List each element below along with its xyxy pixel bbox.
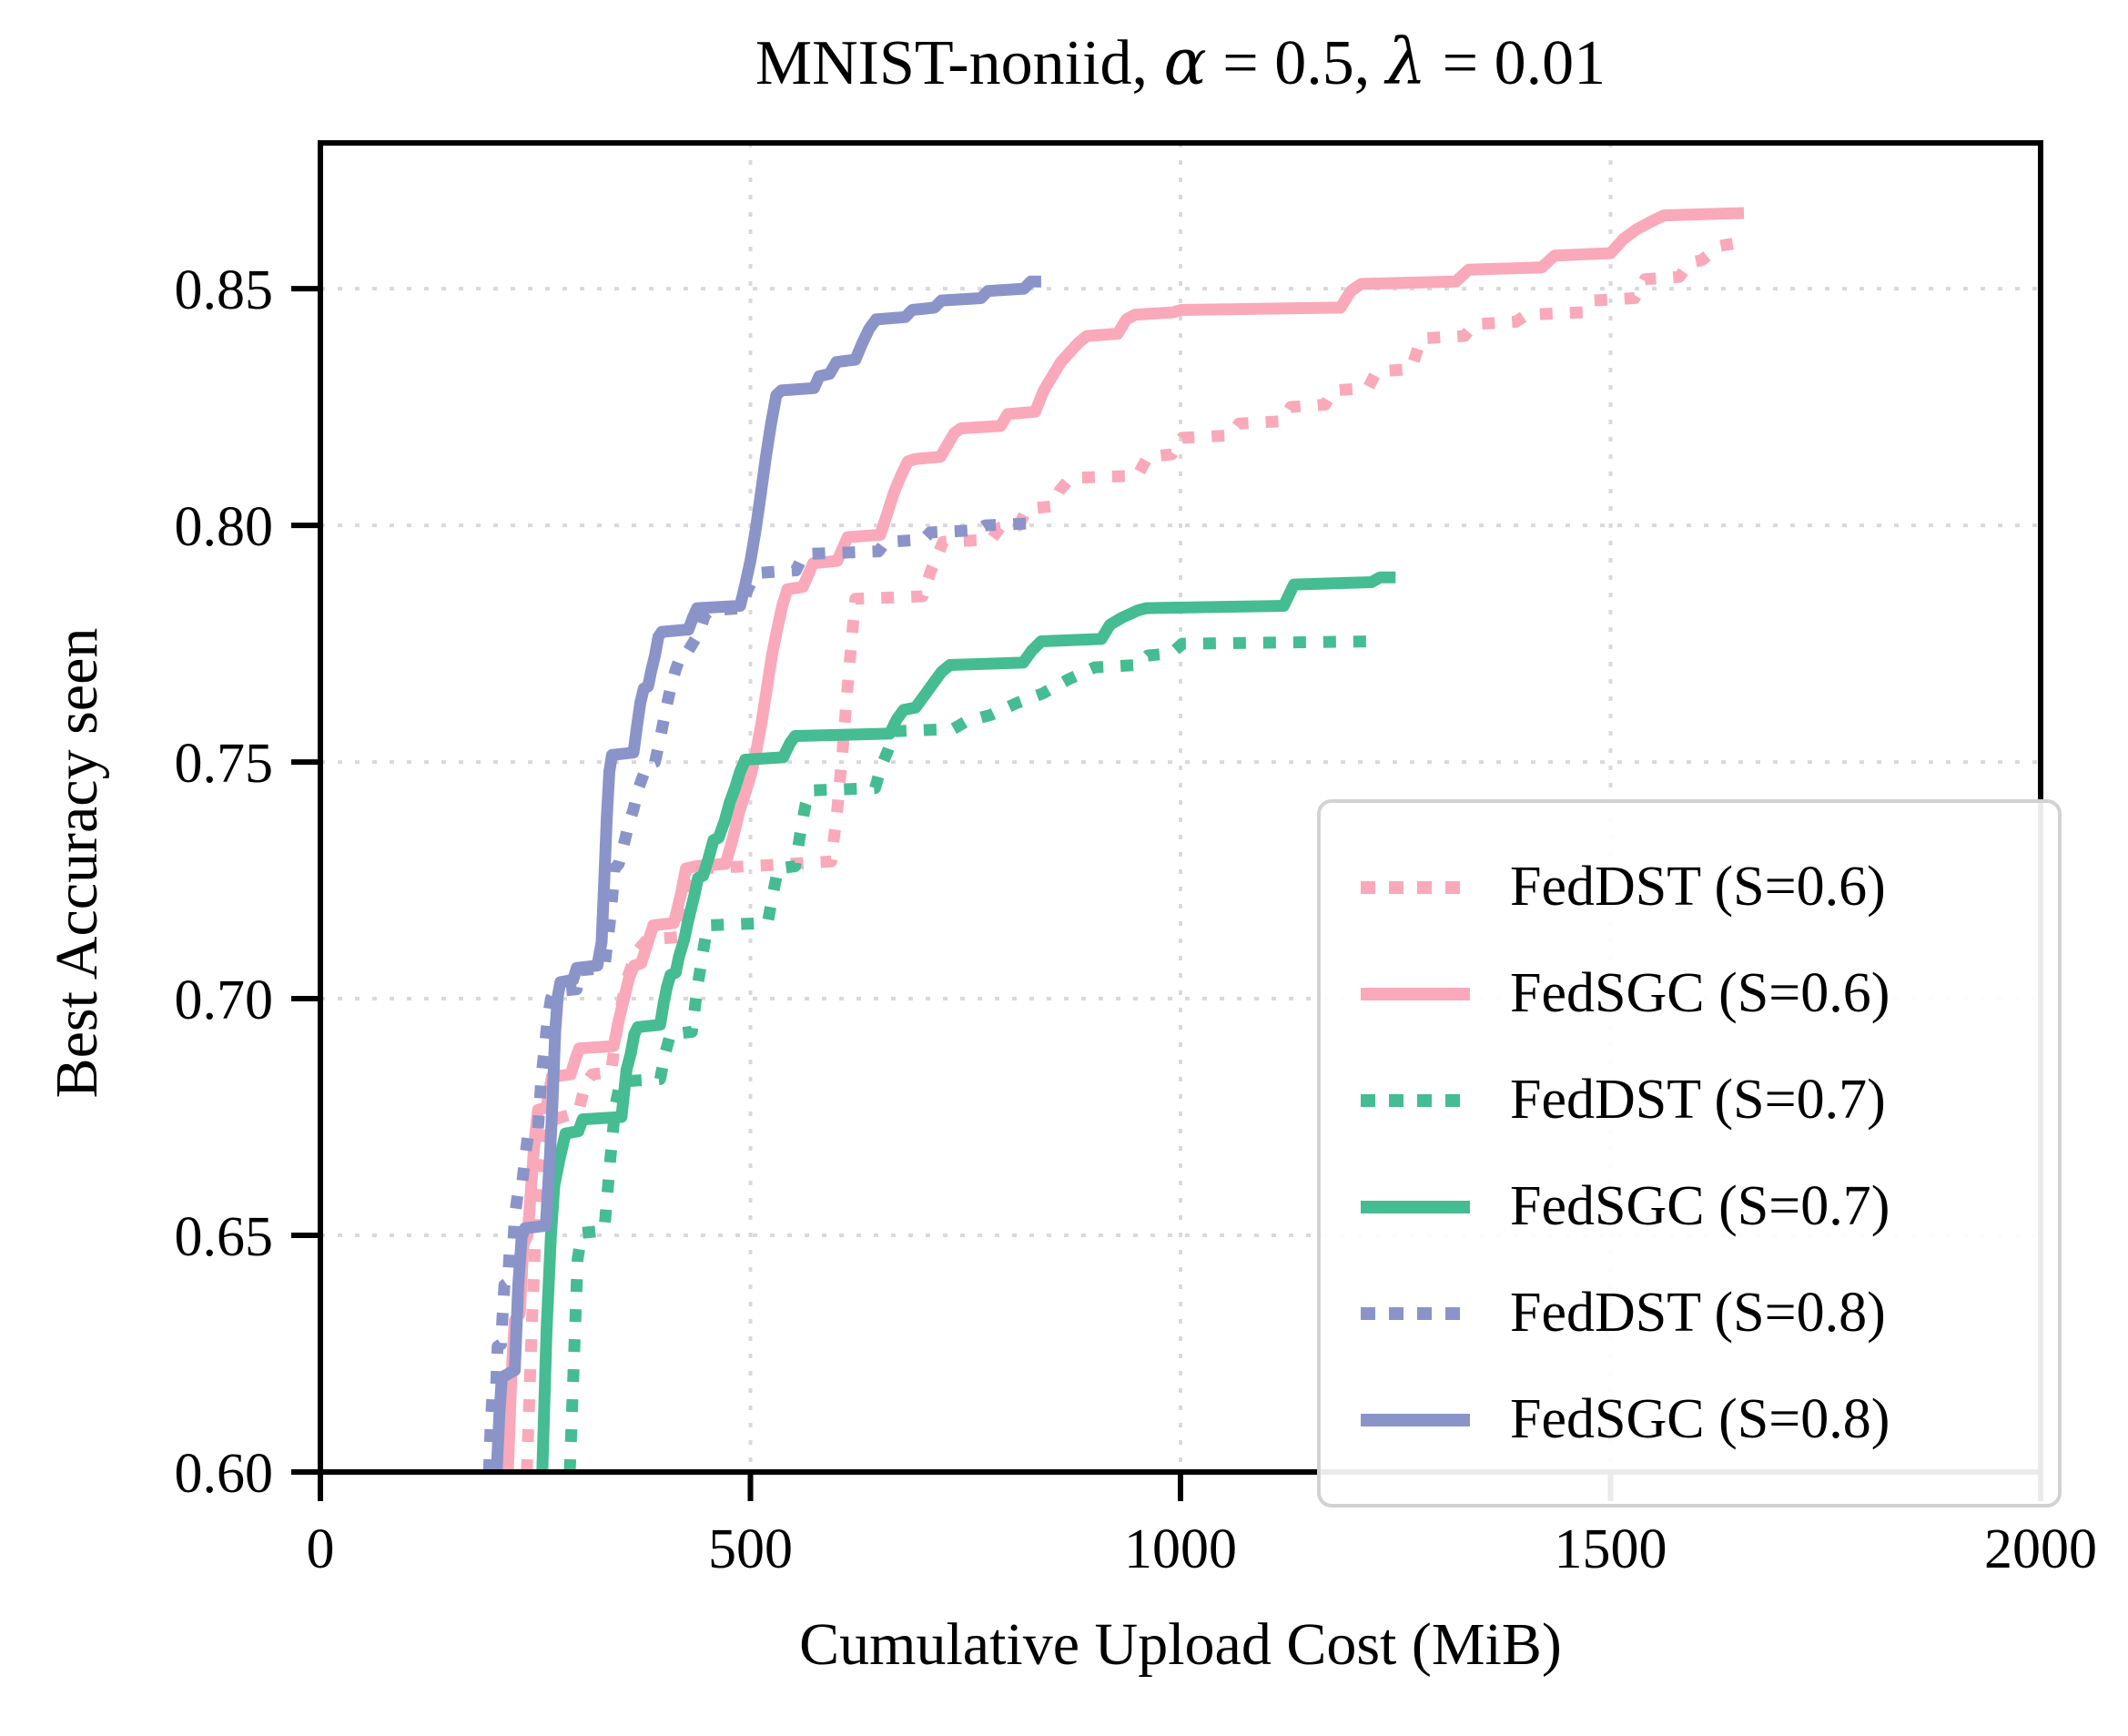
legend-item: FedSGC (S=0.8) <box>1361 1366 2049 1473</box>
legend: FedDST (S=0.6) FedSGC (S=0.6) FedDST (S=0.… <box>1317 799 2062 1508</box>
x-tick-label: 1000 <box>1124 1518 1237 1580</box>
series-feddst-s-0-8- <box>482 517 1040 1473</box>
series-fedsgc-s-0-6- <box>502 207 1745 1473</box>
legend-label: FedDST (S=0.7) <box>1510 1069 1886 1131</box>
legend-label: FedSGC (S=0.8) <box>1510 1388 1890 1450</box>
legend-solid-line-icon <box>1361 1413 1470 1426</box>
legend-item: FedDST (S=0.6) <box>1361 834 2049 940</box>
series-feddst-s-0-6- <box>521 238 1734 1473</box>
legend-item: FedSGC (S=0.6) <box>1361 940 2049 1047</box>
legend-label: FedDST (S=0.8) <box>1510 1282 1886 1344</box>
legend-item: FedSGC (S=0.7) <box>1361 1153 2049 1260</box>
legend-label: FedSGC (S=0.7) <box>1510 1175 1890 1237</box>
series-fedsgc-s-0-7- <box>536 571 1396 1473</box>
series-feddst-s-0-7- <box>563 635 1379 1473</box>
legend-label: FedSGC (S=0.6) <box>1510 962 1890 1024</box>
legend-item: FedDST (S=0.8) <box>1361 1260 2049 1366</box>
legend-label: FedDST (S=0.6) <box>1510 856 1886 918</box>
x-tick-label: 1500 <box>1555 1518 1667 1580</box>
y-tick-label: 0.80 <box>175 496 274 558</box>
y-tick-label: 0.60 <box>175 1443 274 1505</box>
legend-solid-line-icon <box>1361 1200 1470 1213</box>
legend-item: FedDST (S=0.7) <box>1361 1047 2049 1153</box>
x-tick-label: 500 <box>708 1518 793 1580</box>
y-tick-label: 0.75 <box>175 733 274 795</box>
legend-solid-line-icon <box>1361 987 1470 1000</box>
legend-dashed-line-icon <box>1361 1093 1470 1107</box>
chart-title: MNIST-noniid, α = 0.5, λ = 0.01 <box>755 25 1606 99</box>
x-tick-label: 2000 <box>1984 1518 2097 1580</box>
series-fedsgc-s-0-8- <box>491 275 1041 1473</box>
y-tick-label: 0.65 <box>175 1206 274 1268</box>
y-tick-label: 0.85 <box>175 259 274 321</box>
y-tick-label: 0.70 <box>175 970 274 1031</box>
x-axis-label: Cumulative Upload Cost (MiB) <box>799 1611 1562 1678</box>
legend-dashed-line-icon <box>1361 1306 1470 1320</box>
x-tick-label: 0 <box>307 1518 335 1580</box>
legend-dashed-line-icon <box>1361 880 1470 894</box>
